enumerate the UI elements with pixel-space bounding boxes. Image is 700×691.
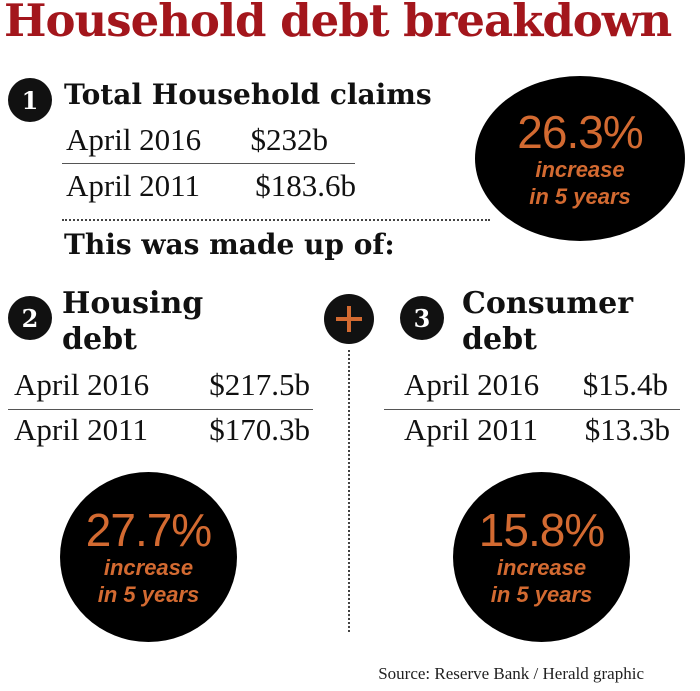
increase-period-label: in 5 years bbox=[490, 582, 593, 607]
table-row: April 2016 $232b bbox=[66, 122, 328, 158]
row-divider bbox=[384, 409, 680, 410]
row-value: $217.5b bbox=[209, 367, 310, 402]
table-row: April 2016 $217.5b bbox=[14, 367, 310, 403]
sub-heading: This was made up of: bbox=[64, 228, 395, 261]
plus-icon-glyph bbox=[336, 306, 362, 332]
table-row: April 2011 $13.3b bbox=[404, 412, 670, 448]
row-date: April 2011 bbox=[404, 412, 539, 447]
row-divider bbox=[62, 163, 355, 164]
heading-line: debt bbox=[62, 322, 137, 357]
section-divider bbox=[62, 219, 490, 221]
plus-icon bbox=[324, 294, 374, 344]
increase-circle-total: 26.3% increase in 5 years bbox=[475, 76, 685, 241]
source-credit: Source: Reserve Bank / Herald graphic bbox=[378, 664, 644, 683]
section-number-badge-1: 1 bbox=[8, 78, 52, 122]
increase-period-label: in 5 years bbox=[529, 183, 631, 209]
percent-increase: 15.8% bbox=[478, 504, 605, 556]
row-value: $13.3b bbox=[584, 412, 670, 447]
heading-line: Consumer bbox=[462, 286, 634, 321]
heading-line: Housing bbox=[62, 286, 204, 321]
table-row: April 2016 $15.4b bbox=[404, 367, 668, 403]
section-heading-total: Total Household claims bbox=[64, 78, 432, 111]
percent-increase: 26.3% bbox=[517, 105, 643, 158]
row-date: April 2011 bbox=[66, 168, 201, 203]
increase-circle-consumer: 15.8% increase in 5 years bbox=[453, 472, 630, 642]
increase-label: increase bbox=[496, 555, 587, 580]
row-divider bbox=[8, 409, 313, 410]
increase-circle-housing: 27.7% increase in 5 years bbox=[60, 472, 237, 642]
increase-label: increase bbox=[535, 156, 625, 182]
heading-line: debt bbox=[462, 322, 537, 357]
increase-label: increase bbox=[103, 555, 194, 580]
row-date: April 2016 bbox=[404, 367, 540, 402]
row-value: $15.4b bbox=[582, 367, 668, 402]
row-date: April 2016 bbox=[14, 367, 150, 402]
row-value: $232b bbox=[250, 122, 329, 157]
row-date: April 2011 bbox=[14, 412, 149, 447]
row-value: $183.6b bbox=[255, 168, 356, 203]
table-row: April 2011 $170.3b bbox=[14, 412, 310, 448]
table-row: April 2011 $183.6b bbox=[66, 168, 356, 204]
percent-increase: 27.7% bbox=[85, 504, 212, 556]
row-value: $170.3b bbox=[209, 412, 310, 447]
section-number-badge-3: 3 bbox=[400, 296, 444, 340]
section-heading-consumer: Consumer debt bbox=[462, 286, 633, 358]
column-divider bbox=[348, 350, 350, 632]
increase-period-label: in 5 years bbox=[97, 582, 200, 607]
page-title: Household debt breakdown bbox=[4, 0, 672, 47]
section-number-badge-2: 2 bbox=[8, 296, 52, 340]
row-date: April 2016 bbox=[66, 122, 202, 157]
section-heading-housing: Housing debt bbox=[62, 286, 203, 358]
